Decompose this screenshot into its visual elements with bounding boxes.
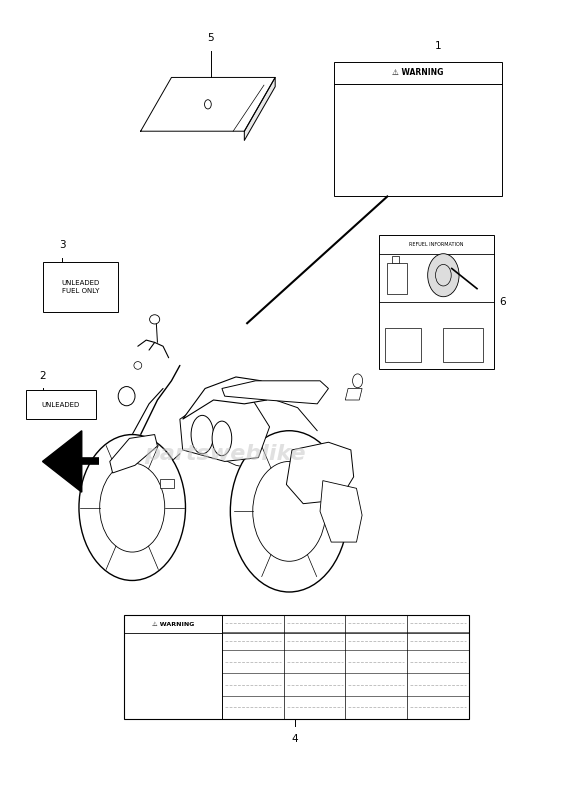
Text: REFUEL INFORMATION: REFUEL INFORMATION <box>409 242 464 246</box>
Text: ⚠ WARNING: ⚠ WARNING <box>392 68 444 78</box>
Text: 1: 1 <box>434 41 441 50</box>
Circle shape <box>230 430 348 592</box>
Ellipse shape <box>134 362 142 370</box>
Bar <box>124 615 468 718</box>
Text: 5: 5 <box>207 33 214 43</box>
Bar <box>160 479 174 488</box>
Circle shape <box>79 434 186 581</box>
Text: 4: 4 <box>291 734 298 744</box>
Text: 2: 2 <box>39 370 46 381</box>
Text: 3: 3 <box>59 240 65 250</box>
Text: UNLEADED
FUEL ONLY: UNLEADED FUEL ONLY <box>61 280 99 294</box>
Bar <box>384 329 421 362</box>
Bar <box>26 390 96 419</box>
Text: partsweblike: partsweblike <box>144 444 305 464</box>
Ellipse shape <box>118 386 135 406</box>
Bar <box>379 235 494 370</box>
Text: 6: 6 <box>499 297 506 307</box>
Polygon shape <box>43 430 82 492</box>
Polygon shape <box>345 389 362 400</box>
Text: UNLEADED: UNLEADED <box>41 402 80 408</box>
Polygon shape <box>180 396 270 462</box>
Ellipse shape <box>191 415 214 454</box>
Bar <box>387 263 407 294</box>
Polygon shape <box>286 442 354 504</box>
Text: ⚠ WARNING: ⚠ WARNING <box>152 622 194 626</box>
Polygon shape <box>183 377 267 419</box>
Bar <box>334 62 502 197</box>
Ellipse shape <box>212 421 232 456</box>
Bar <box>43 262 118 312</box>
Polygon shape <box>110 434 158 473</box>
Bar <box>443 329 482 362</box>
Bar <box>392 256 398 263</box>
Polygon shape <box>222 381 328 404</box>
Circle shape <box>427 254 459 297</box>
Polygon shape <box>320 481 362 542</box>
Ellipse shape <box>150 314 159 324</box>
Polygon shape <box>244 78 275 141</box>
